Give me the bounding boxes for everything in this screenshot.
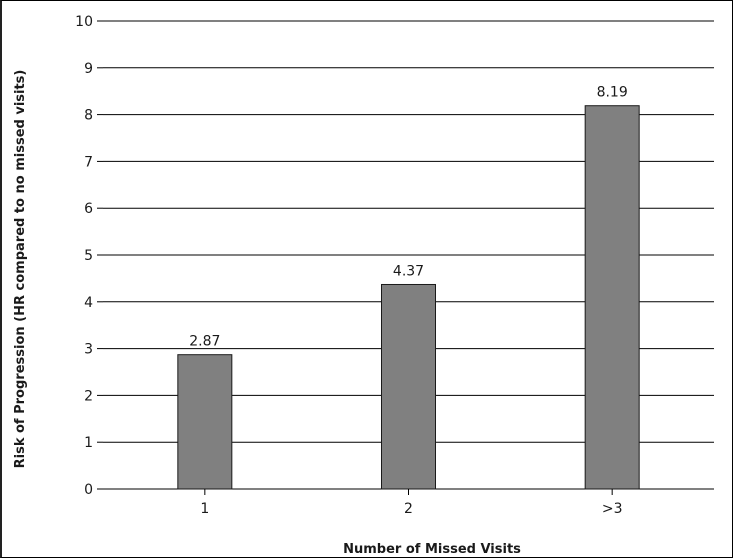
bar-value-label: 8.19 bbox=[597, 85, 628, 101]
y-tick-label: 6 bbox=[84, 201, 93, 217]
y-tick-label: 0 bbox=[84, 482, 93, 498]
y-tick-label: 8 bbox=[84, 108, 93, 124]
x-tick-label: >3 bbox=[602, 501, 623, 517]
bars bbox=[177, 105, 640, 490]
x-tick-label: 1 bbox=[200, 501, 209, 517]
x-tick-label: 2 bbox=[404, 501, 413, 517]
y-axis-ticks: 0 1 2 3 4 5 6 7 8 9 10 bbox=[75, 14, 93, 498]
y-tick-label: 4 bbox=[84, 295, 93, 311]
y-tick-label: 1 bbox=[84, 435, 93, 451]
y-tick-label: 2 bbox=[84, 388, 93, 404]
bar bbox=[177, 354, 233, 490]
bar bbox=[584, 105, 640, 490]
bar bbox=[381, 283, 436, 490]
value-labels: 2.87 4.37 8.19 bbox=[189, 85, 628, 350]
x-axis-ticks: 1 2 >3 bbox=[200, 489, 622, 517]
y-tick-label: 7 bbox=[84, 154, 93, 170]
bar-value-label: 4.37 bbox=[393, 263, 424, 279]
y-tick-label: 9 bbox=[84, 61, 93, 77]
y-tick-label: 3 bbox=[84, 342, 93, 358]
y-axis-title: Risk of Progression (HR compared to no m… bbox=[13, 70, 28, 469]
x-axis-title: Number of Missed Visits bbox=[343, 542, 521, 557]
y-tick-label: 10 bbox=[75, 14, 93, 30]
y-tick-label: 5 bbox=[84, 248, 93, 264]
bar-value-label: 2.87 bbox=[189, 334, 220, 350]
